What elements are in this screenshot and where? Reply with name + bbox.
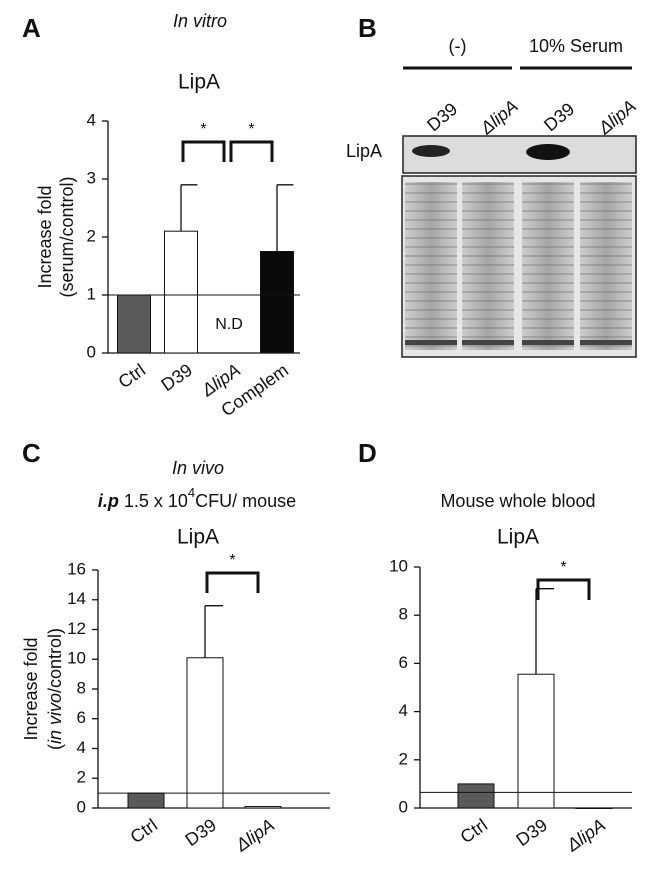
chart-title: LipA	[177, 526, 219, 549]
lane-label: ΔlipA	[476, 96, 522, 139]
y-axis-label: (serum/control)	[57, 176, 77, 297]
significance-label: *	[200, 121, 206, 138]
subtitle-part: i.p	[98, 491, 119, 511]
error-bar	[535, 588, 554, 675]
chart-title: LipA	[178, 71, 220, 94]
bar	[164, 230, 198, 354]
gel-lane-bands	[580, 182, 632, 350]
y-tick-label: 10	[67, 649, 86, 668]
subtitle-part: CFU/ mouse	[195, 491, 296, 511]
subtitle: i.p 1.5 x 104CFU/ mouse	[98, 485, 296, 510]
y-tick-label: 6	[77, 708, 86, 727]
y-tick-label: 0	[87, 342, 96, 361]
gel-dye-front	[462, 340, 514, 345]
blot-band	[412, 145, 450, 157]
row-label: LipA	[346, 141, 382, 161]
significance-bracket	[205, 571, 260, 593]
error-bar	[276, 184, 294, 252]
y-axis-label-part: in vivo	[45, 693, 65, 744]
condition: In vivo	[172, 458, 224, 478]
bar	[244, 806, 282, 809]
error-bar	[180, 184, 198, 232]
significance-label: *	[248, 121, 254, 138]
group-label: 10% Serum	[529, 36, 623, 56]
subtitle-part: 1.5 x 10	[124, 491, 188, 511]
x-tick-label: Ctrl	[127, 815, 161, 847]
y-tick-label: 6	[399, 653, 408, 672]
y-axis-label: Increase fold	[35, 185, 55, 288]
x-tick-label: Ctrl	[115, 360, 149, 392]
error-bar	[204, 605, 223, 658]
y-tick-label: 8	[399, 605, 408, 624]
bar	[260, 251, 294, 354]
y-tick-label: 0	[77, 797, 86, 816]
subtitle: Mouse whole blood	[440, 491, 595, 511]
y-tick-label: 2	[399, 749, 408, 768]
gel-dye-front	[580, 340, 632, 345]
panel-label: C	[22, 438, 41, 468]
y-tick-label: 2	[77, 768, 86, 787]
gel-lane-bands	[462, 182, 514, 350]
bar	[575, 807, 613, 809]
chart-title: LipA	[497, 526, 539, 549]
gel-dye-front	[405, 340, 457, 345]
gel-lane-bands	[522, 182, 574, 350]
lane-label: ΔlipA	[594, 96, 640, 139]
value-label: N.D	[215, 316, 243, 333]
condition: In vitro	[173, 11, 227, 31]
bar	[186, 657, 224, 809]
x-tick-label: D39	[181, 815, 220, 850]
y-tick-label: 4	[87, 110, 96, 129]
group-label: (-)	[449, 36, 467, 56]
y-tick-label: 16	[67, 559, 86, 578]
gel-dye-front	[522, 340, 574, 345]
x-tick-label: ΔlipA	[231, 815, 278, 856]
significance-bracket	[181, 140, 226, 162]
y-axis-label: Increase fold	[21, 637, 41, 740]
y-tick-label: 0	[399, 797, 408, 816]
subtitle-part: Mouse whole blood	[440, 491, 595, 511]
significance-label: *	[560, 559, 566, 576]
subtitle-part: 4	[188, 485, 195, 500]
y-tick-label: 4	[77, 738, 86, 757]
panel-label: B	[358, 13, 377, 43]
y-axis-label-part: Increase fold	[35, 185, 55, 288]
y-tick-label: 4	[399, 701, 408, 720]
y-tick-label: 1	[87, 284, 96, 303]
x-tick-label: Ctrl	[457, 815, 491, 847]
y-tick-label: 14	[67, 589, 86, 608]
y-axis-label-part: (	[45, 744, 65, 750]
y-tick-label: 2	[87, 226, 96, 245]
bar	[117, 294, 151, 354]
y-tick-label: 8	[77, 678, 86, 697]
blot-band	[526, 144, 570, 160]
x-tick-label: D39	[157, 360, 196, 395]
bar	[127, 792, 165, 809]
y-tick-label: 10	[389, 556, 408, 575]
y-axis-label-part: Increase fold	[21, 637, 41, 740]
gel-lane-bands	[405, 182, 457, 350]
y-tick-label: 3	[87, 168, 96, 187]
lane-label: D39	[423, 99, 461, 136]
x-tick-label: D39	[512, 815, 551, 850]
y-tick-label: 12	[67, 619, 86, 638]
significance-label: *	[229, 552, 235, 569]
lane-label: D39	[540, 99, 578, 136]
panel-label: D	[358, 438, 377, 468]
significance-bracket	[229, 140, 274, 162]
panel-label: A	[22, 13, 41, 43]
x-tick-label: ΔlipA	[562, 815, 609, 856]
y-axis-label-part: /control)	[45, 628, 65, 693]
bar	[517, 673, 555, 809]
y-axis-label-part: (serum/control)	[57, 176, 77, 297]
significance-bracket	[536, 578, 591, 600]
bar	[457, 783, 495, 809]
y-axis-label: (in vivo/control)	[45, 628, 65, 750]
